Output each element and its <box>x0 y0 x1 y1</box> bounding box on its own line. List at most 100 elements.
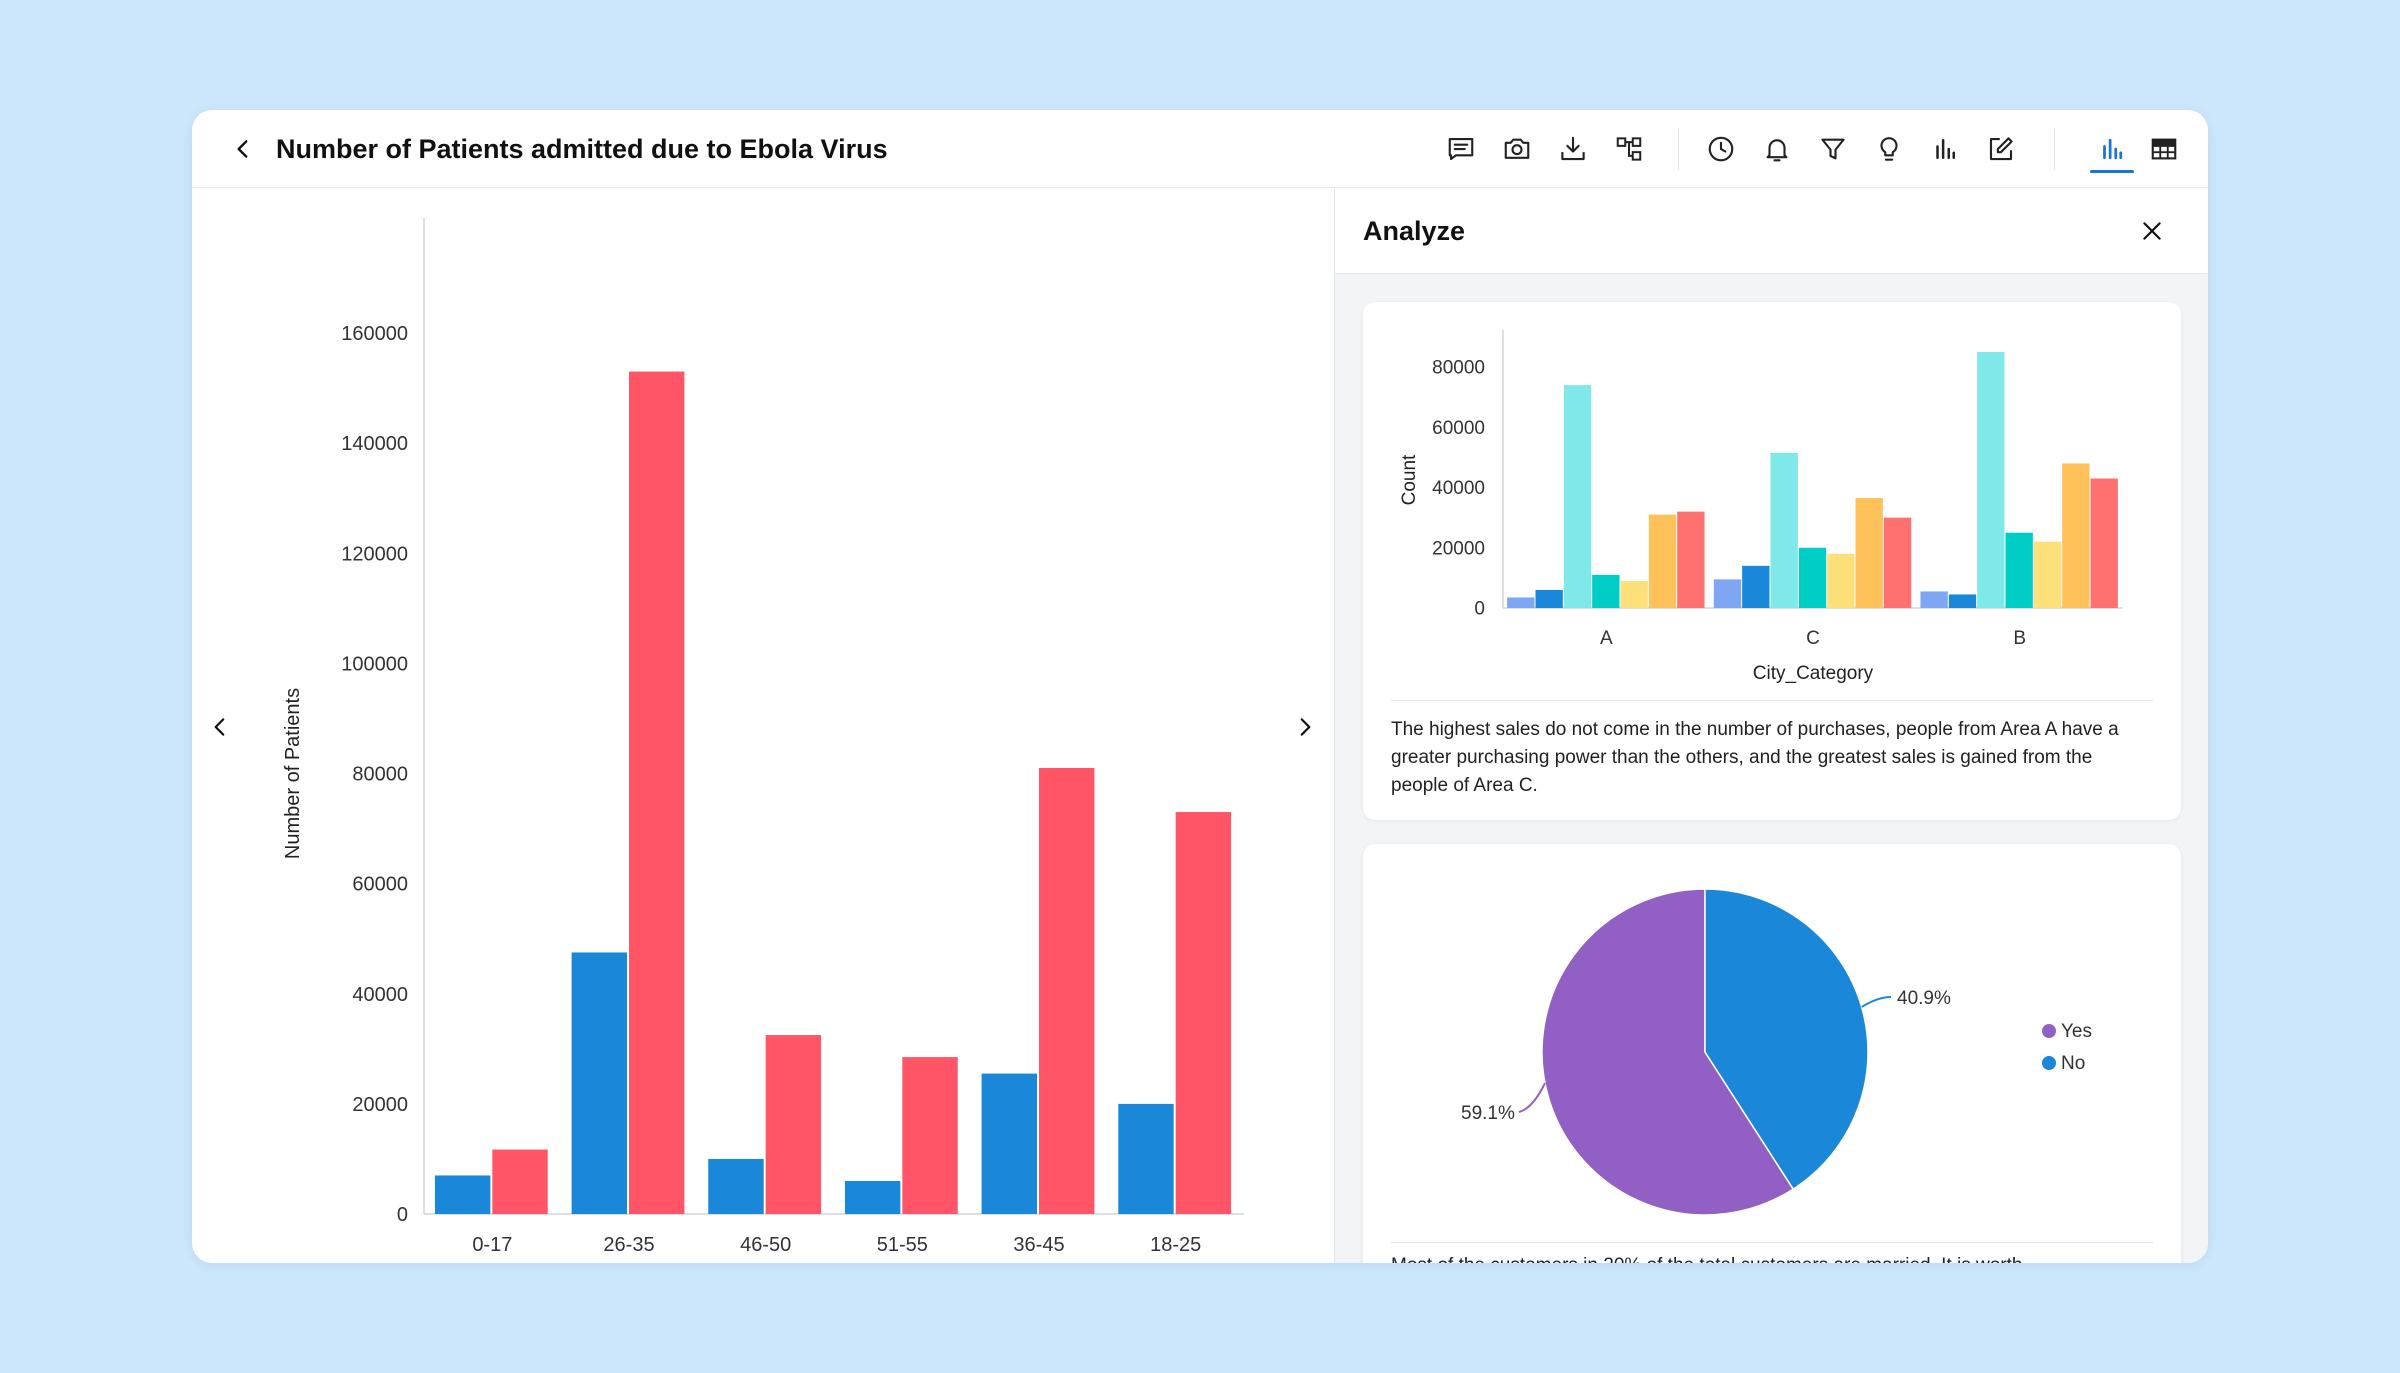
city-category-chart: 0 20000 40000 60000 80000 A C B City_Category Cou… <box>1399 330 2123 684</box>
y-tick-label: 0 <box>1474 599 1485 620</box>
chart-bar <box>1039 767 1095 1214</box>
chart-bar <box>1827 553 1855 608</box>
insight-text: The highest sales do not come in the num… <box>1391 719 2119 796</box>
chart-bar <box>2005 532 2033 608</box>
snapshot-button[interactable] <box>1498 130 1536 168</box>
chart-bar <box>1948 594 1977 608</box>
comment-button[interactable] <box>1442 130 1480 168</box>
x-tick-label: 51-55 <box>877 1234 928 1256</box>
pie-slice-label: 59.1% <box>1461 1103 1515 1124</box>
chart-bar <box>434 1175 491 1214</box>
pie-slice <box>1541 888 1795 1216</box>
chart-bar <box>844 1180 901 1214</box>
download-button[interactable] <box>1554 130 1592 168</box>
chart-view-icon <box>2103 138 2123 160</box>
chart-type-button[interactable] <box>1926 130 1964 168</box>
x-tick-label: 36-45 <box>1013 1234 1064 1256</box>
main-bar-chart: 0 20000 40000 60000 80000 100000 120000 140000 1… <box>282 218 1244 1256</box>
chart-bar <box>1883 517 1912 608</box>
chart-bar <box>1742 565 1770 608</box>
close-analyze-button[interactable] <box>2133 212 2171 250</box>
hierarchy-button[interactable] <box>1610 130 1648 168</box>
main-chart-area: 0 20000 40000 60000 80000 100000 120000 140000 1… <box>192 188 1334 1263</box>
history-button[interactable] <box>1702 130 1740 168</box>
chart-bar <box>1535 589 1563 608</box>
chart-bar <box>765 1035 822 1214</box>
pie-label-leader <box>1861 996 1892 1008</box>
x-tick-label: 18-25 <box>1150 1234 1201 1256</box>
edit-icon <box>1989 137 2013 161</box>
chart-bar <box>1920 591 1948 608</box>
x-tick-label: B <box>2013 628 2026 649</box>
analyze-header: Analyze <box>1335 188 2208 274</box>
analyze-title: Analyze <box>1363 216 1466 246</box>
chart-bar <box>2062 463 2090 608</box>
y-tick-label: 120000 <box>341 543 408 565</box>
x-tick-label: C <box>1806 628 1820 649</box>
y-tick-label: 20000 <box>1432 538 1485 559</box>
panel-divider <box>1334 188 1335 1263</box>
legend-swatch <box>2042 1056 2056 1070</box>
header-bar: Number of Patients admitted due to Ebola… <box>192 110 2208 188</box>
y-tick-label: 140000 <box>341 433 408 455</box>
chart-bar <box>1713 579 1742 608</box>
legend-label: Yes <box>2061 1021 2092 1042</box>
chart-bar <box>1563 385 1592 608</box>
x-axis-title: City_Category <box>1753 663 1874 684</box>
chart-bar <box>492 1149 548 1214</box>
chart-bar <box>1798 547 1827 608</box>
chart-bar <box>1648 514 1677 608</box>
edit-button[interactable] <box>1982 130 2020 168</box>
y-tick-label: 0 <box>397 1204 408 1226</box>
legend-swatch <box>2042 1024 2056 1038</box>
toolbar-separator <box>1678 128 1679 170</box>
y-tick-label: 40000 <box>1432 478 1485 499</box>
insight-text: Most of the customers in 20% of the tota… <box>1391 1252 2153 1263</box>
chart-bar <box>708 1158 764 1214</box>
legend-label: No <box>2061 1053 2085 1074</box>
pie-slice-label: 40.9% <box>1897 988 1951 1009</box>
insights-button[interactable] <box>1870 130 1908 168</box>
chart-bar <box>981 1073 1037 1214</box>
next-chart-button[interactable] <box>1285 707 1325 747</box>
page-title: Number of Patients admitted due to Ebola… <box>276 134 888 164</box>
analyze-panel: Analyze 0 20000 40000 60000 80000 A C B City_Cat… <box>1335 188 2208 1263</box>
chevron-left-icon <box>237 140 248 158</box>
hierarchy-icon <box>1616 137 1642 161</box>
y-tick-label: 40000 <box>352 984 408 1006</box>
history-icon <box>1708 136 1734 162</box>
marital-pie-chart: 59.1% 40.9% Yes No <box>1461 888 2092 1216</box>
back-button[interactable] <box>226 132 260 166</box>
y-tick-label: 60000 <box>352 874 408 896</box>
y-tick-label: 80000 <box>352 764 408 786</box>
chart-bar <box>1770 452 1798 608</box>
y-axis-title: Number of Patients <box>282 688 304 859</box>
active-view-indicator <box>2090 170 2134 173</box>
chart-bar <box>1175 812 1232 1214</box>
chevron-left-icon <box>214 718 225 736</box>
chart-bar <box>2033 541 2062 608</box>
chart-bar <box>902 1057 958 1214</box>
bell-icon <box>1766 139 1788 162</box>
table-view-icon <box>2151 138 2177 160</box>
previous-chart-button[interactable] <box>200 707 240 747</box>
chart-bar <box>1118 1103 1174 1214</box>
x-tick-label: 46-50 <box>740 1234 791 1256</box>
y-axis-title: Count <box>1399 454 1420 505</box>
chart-bar <box>1592 574 1620 608</box>
card-separator <box>1391 700 2153 701</box>
alerts-button[interactable] <box>1758 130 1796 168</box>
table-view-toggle[interactable] <box>2145 130 2183 168</box>
x-tick-label: 0-17 <box>472 1234 512 1256</box>
y-tick-label: 60000 <box>1432 418 1485 439</box>
insight-card-city-category: 0 20000 40000 60000 80000 A C B City_Category Cou… <box>1363 302 2181 820</box>
filter-icon <box>1821 138 1845 160</box>
card-separator <box>1391 1242 2153 1243</box>
filter-button[interactable] <box>1814 130 1852 168</box>
lightbulb-icon <box>1880 137 1898 161</box>
chart-view-toggle[interactable] <box>2093 130 2131 168</box>
close-icon <box>2143 222 2161 240</box>
chart-bar <box>1977 352 2005 608</box>
chart-bar <box>571 952 627 1214</box>
chart-bar <box>1507 597 1535 608</box>
